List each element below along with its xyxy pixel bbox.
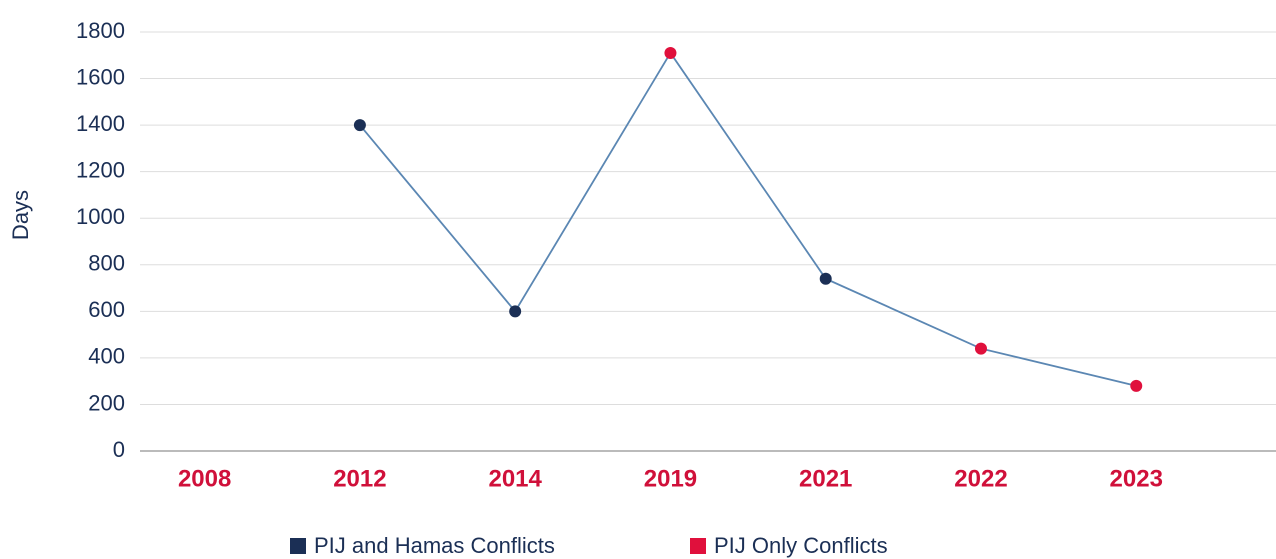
y-tick-label: 1600 (76, 64, 125, 89)
x-tick-label: 2023 (1110, 465, 1163, 492)
y-axis-label: Days (8, 190, 33, 240)
y-tick-label: 1400 (76, 111, 125, 136)
line (359, 51, 1137, 387)
y-tick-label: 0 (113, 437, 125, 462)
legend-swatch (690, 538, 706, 554)
x-tick-label: 2014 (488, 465, 542, 492)
x-tick-label: 2021 (799, 465, 852, 492)
point (353, 119, 366, 132)
legend-label: PIJ Only Conflicts (714, 533, 888, 558)
y-tick-label: 800 (88, 251, 125, 276)
point (509, 305, 522, 318)
x-tick-label: 2022 (954, 465, 1007, 492)
point (1130, 379, 1143, 392)
y-tick-label: 1000 (76, 204, 125, 229)
x-tick-label: 2019 (644, 465, 697, 492)
x-tick-label: 2008 (178, 465, 231, 492)
y-tick-label: 600 (88, 297, 125, 322)
y-tick-label: 400 (88, 344, 125, 369)
point (664, 46, 677, 59)
point (974, 342, 987, 355)
x-tick-label: 2012 (333, 465, 386, 492)
y-tick-label: 200 (88, 390, 125, 415)
point (819, 272, 832, 285)
legend-swatch (290, 538, 306, 554)
y-tick-label: 1200 (76, 157, 125, 182)
legend-label: PIJ and Hamas Conflicts (314, 533, 555, 558)
y-tick-label: 1800 (76, 18, 125, 43)
